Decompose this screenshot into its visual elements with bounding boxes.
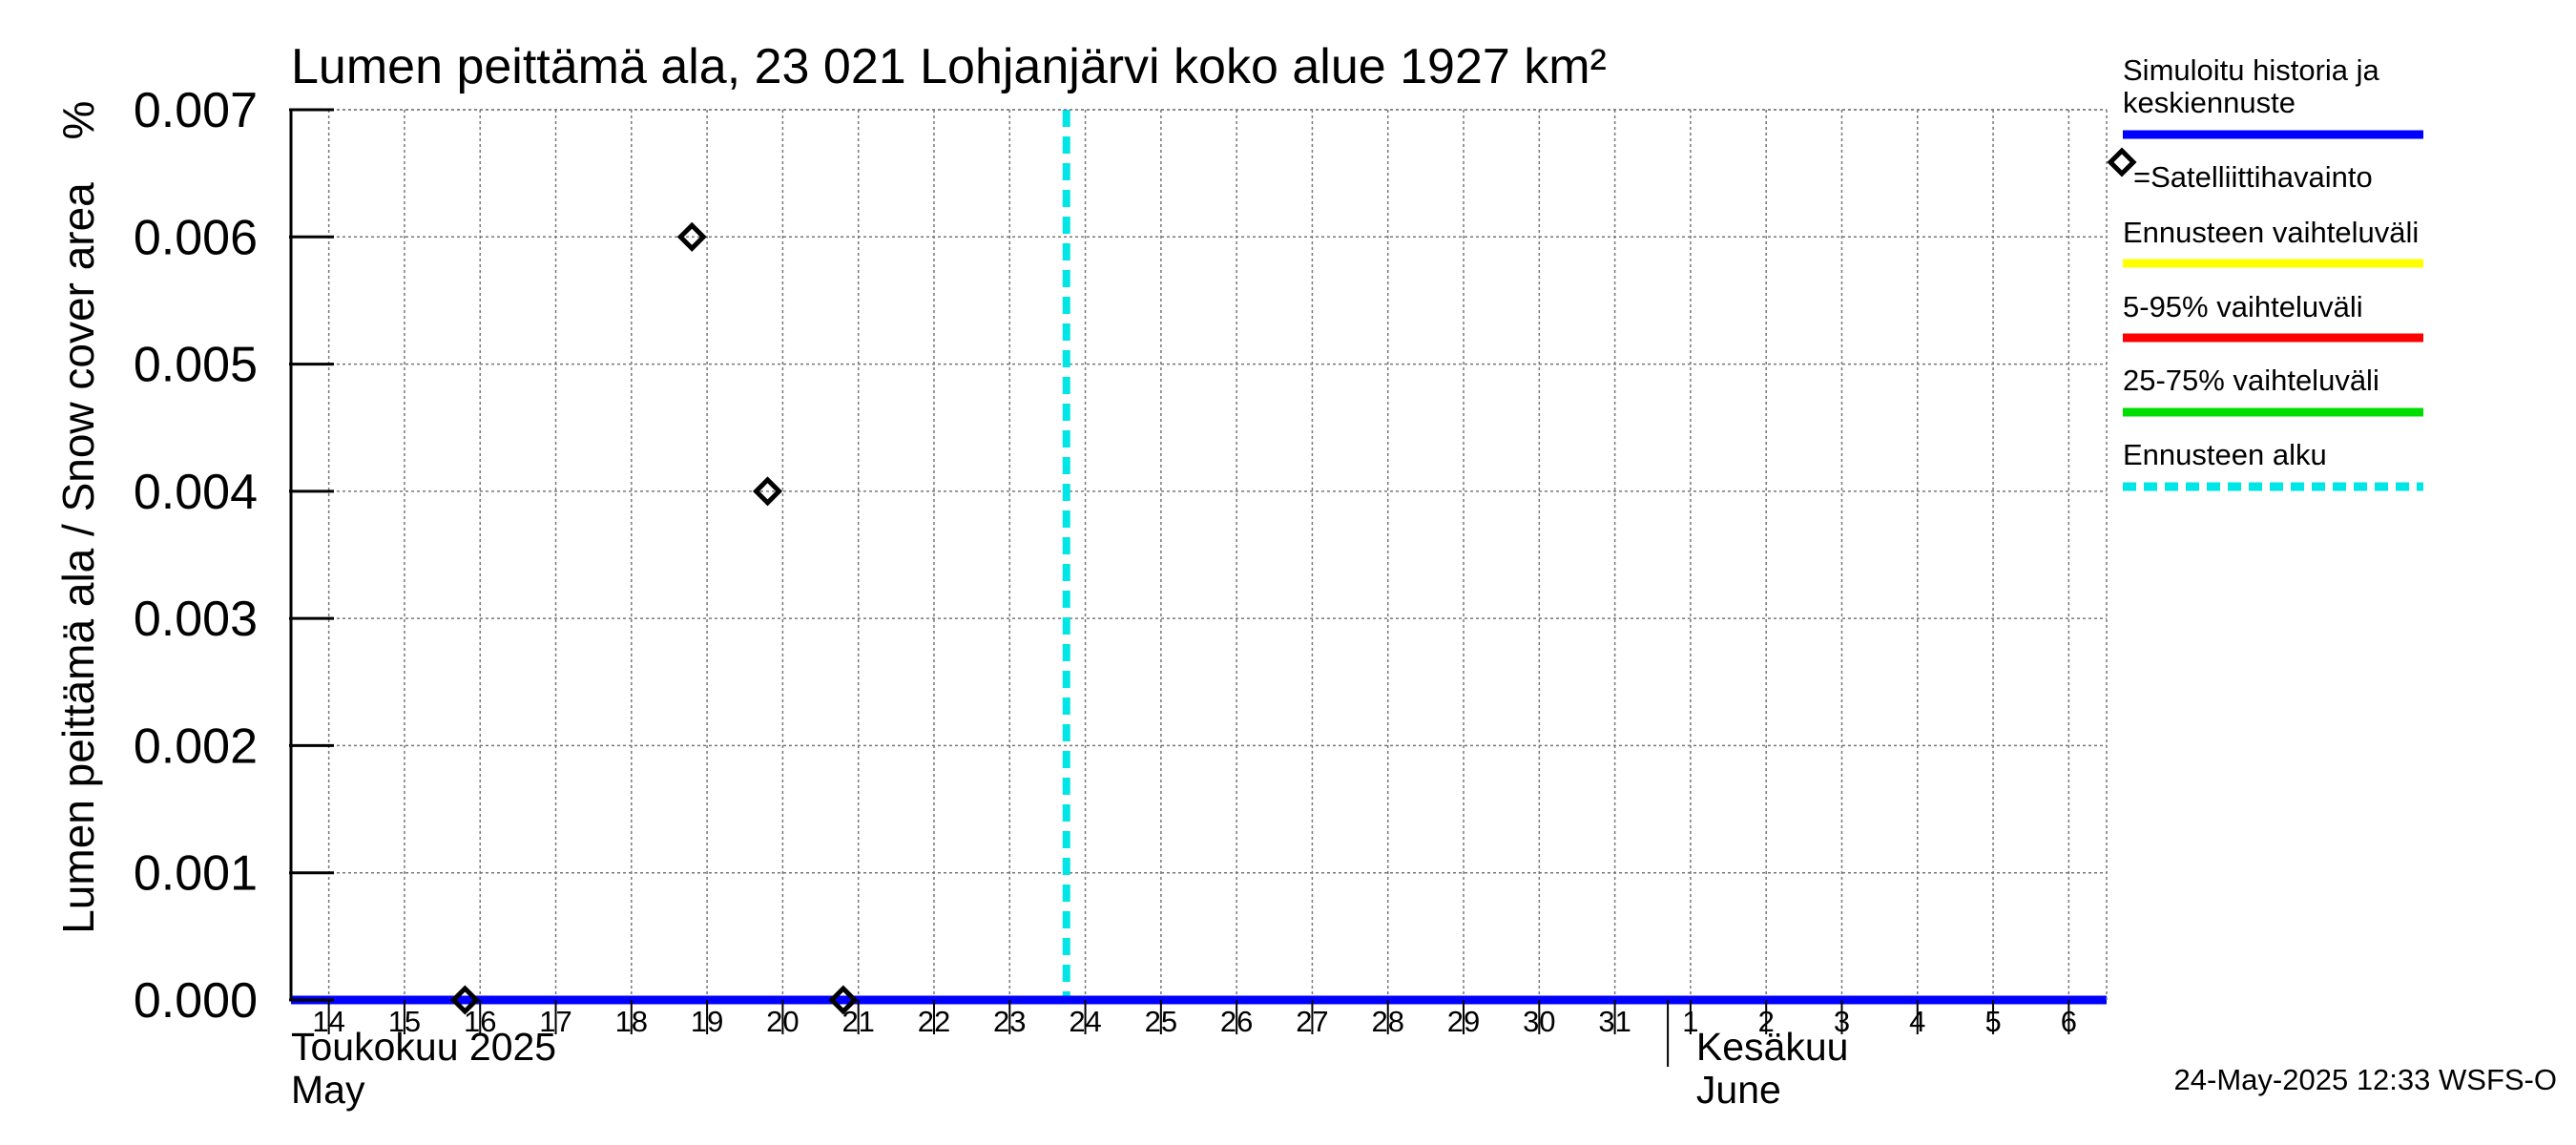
legend-swatch-observation [2107, 147, 2137, 177]
x-tick-label: 5 [1984, 1005, 2001, 1038]
x-tick-label: 4 [1909, 1005, 1925, 1038]
observation-point [828, 985, 859, 1015]
month-label-fi: Toukokuu 2025 [291, 1025, 556, 1069]
x-tick-label: 16 [464, 1005, 496, 1038]
y-tick-label: 0.000 [134, 973, 258, 1029]
legend-label-simulated-line2: keskiennuste [2123, 86, 2296, 119]
month-label-en: June [1696, 1068, 1781, 1112]
x-tick-label: 25 [1145, 1005, 1177, 1038]
x-tick-label: 2 [1758, 1005, 1775, 1038]
x-tick-label: 24 [1069, 1005, 1101, 1038]
month-label-en: May [291, 1068, 365, 1112]
footer-timestamp: 24-May-2025 12:33 WSFS-O [2174, 1063, 2557, 1096]
x-tick-label: 21 [841, 1005, 874, 1038]
y-tick-label: 0.005 [134, 338, 258, 393]
x-tick-label: 22 [918, 1005, 950, 1038]
legend-label: 5-95% vaihteluväli [2123, 290, 2363, 323]
plot-frame [289, 109, 2108, 1000]
x-tick-label: 20 [766, 1005, 799, 1038]
y-axis: 0.000 0.001 0.002 0.003 0.004 0.005 0.006 0.007 [134, 83, 334, 1029]
x-tick-label: 15 [388, 1005, 421, 1038]
y-tick-label: 0.006 [134, 210, 258, 265]
legend-label-observation: =Satelliittihavainto [2133, 160, 2373, 194]
y-axis-label: Lumen peittämä ala / Snow cover area [53, 182, 103, 934]
observation-point [449, 985, 480, 1015]
x-axis: 14 15 16 17 18 19 20 21 22 23 24 25 26 27 28 29 30 31 1 2 3 4… [291, 1000, 2077, 1112]
x-tick-label: 30 [1523, 1005, 1555, 1038]
y-tick-label: 0.004 [134, 465, 258, 520]
y-tick-label: 0.003 [134, 592, 258, 647]
observation-point [753, 476, 783, 507]
legend-label: Ennusteen vaihteluväli [2123, 216, 2419, 249]
x-tick-label: 19 [691, 1005, 723, 1038]
observation-markers [449, 221, 859, 1015]
x-tick-label: 31 [1598, 1005, 1631, 1038]
legend-label: 25-75% vaihteluväli [2123, 364, 2379, 397]
y-tick-label: 0.001 [134, 846, 258, 902]
y-tick-label: 0.002 [134, 718, 258, 774]
chart-title: Lumen peittämä ala, 23 021 Lohjanjärvi k… [291, 39, 1607, 94]
x-tick-label: 23 [993, 1005, 1026, 1038]
x-tick-label: 17 [539, 1005, 571, 1038]
y-tick-label: 0.007 [134, 83, 258, 138]
y-axis-unit: % [53, 101, 103, 140]
x-tick-label: 26 [1220, 1005, 1253, 1038]
x-tick-label: 1 [1682, 1005, 1698, 1038]
x-tick-label: 3 [1834, 1005, 1850, 1038]
x-tick-label: 18 [615, 1005, 648, 1038]
observation-point [676, 221, 707, 252]
x-tick-label: 27 [1296, 1005, 1328, 1038]
x-tick-label: 28 [1371, 1005, 1403, 1038]
legend-label: Ennusteen alku [2123, 438, 2327, 471]
legend-label-simulated-line1: Simuloitu historia ja [2123, 53, 2380, 87]
month-label-fi: Kesäkuu [1696, 1025, 1849, 1069]
x-tick-label: 29 [1447, 1005, 1480, 1038]
x-tick-label: 14 [312, 1005, 344, 1038]
x-tick-label: 6 [2061, 1005, 2077, 1038]
